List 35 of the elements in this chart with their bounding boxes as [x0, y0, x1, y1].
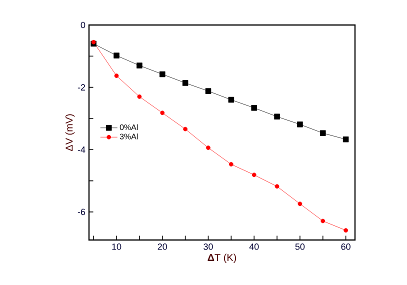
point	[342, 136, 349, 142]
point	[160, 110, 165, 116]
point	[320, 130, 326, 136]
y-tick-label: -6	[78, 208, 86, 216]
point	[344, 228, 348, 233]
point	[297, 122, 303, 128]
point	[320, 218, 326, 224]
y-tick-label: -2	[78, 84, 86, 90]
point	[114, 52, 120, 58]
point	[159, 71, 166, 78]
point	[228, 96, 234, 103]
x-tick-label: 40	[249, 244, 259, 250]
x-tick-label: 10	[112, 244, 122, 250]
x-axis-title: ΔT (K)	[208, 254, 236, 263]
point	[298, 202, 302, 206]
point	[136, 62, 142, 68]
point	[137, 94, 142, 99]
point	[205, 88, 212, 94]
x-tick-label: 20	[158, 244, 168, 250]
y-axis-title: ΔV (mV)	[65, 114, 75, 152]
x-tick-label: 30	[204, 244, 213, 250]
point	[183, 126, 188, 132]
point	[274, 114, 280, 120]
x-tick-label: 60	[341, 244, 350, 250]
point	[251, 104, 257, 111]
point	[114, 74, 119, 78]
y-tick-label: 0	[80, 22, 86, 28]
point	[206, 146, 210, 150]
x-tick-label: 50	[295, 244, 305, 250]
point	[91, 40, 96, 44]
point	[182, 80, 188, 86]
point	[252, 172, 256, 178]
point	[228, 162, 234, 166]
point	[274, 184, 280, 189]
y-tick-label: -4	[78, 146, 86, 153]
